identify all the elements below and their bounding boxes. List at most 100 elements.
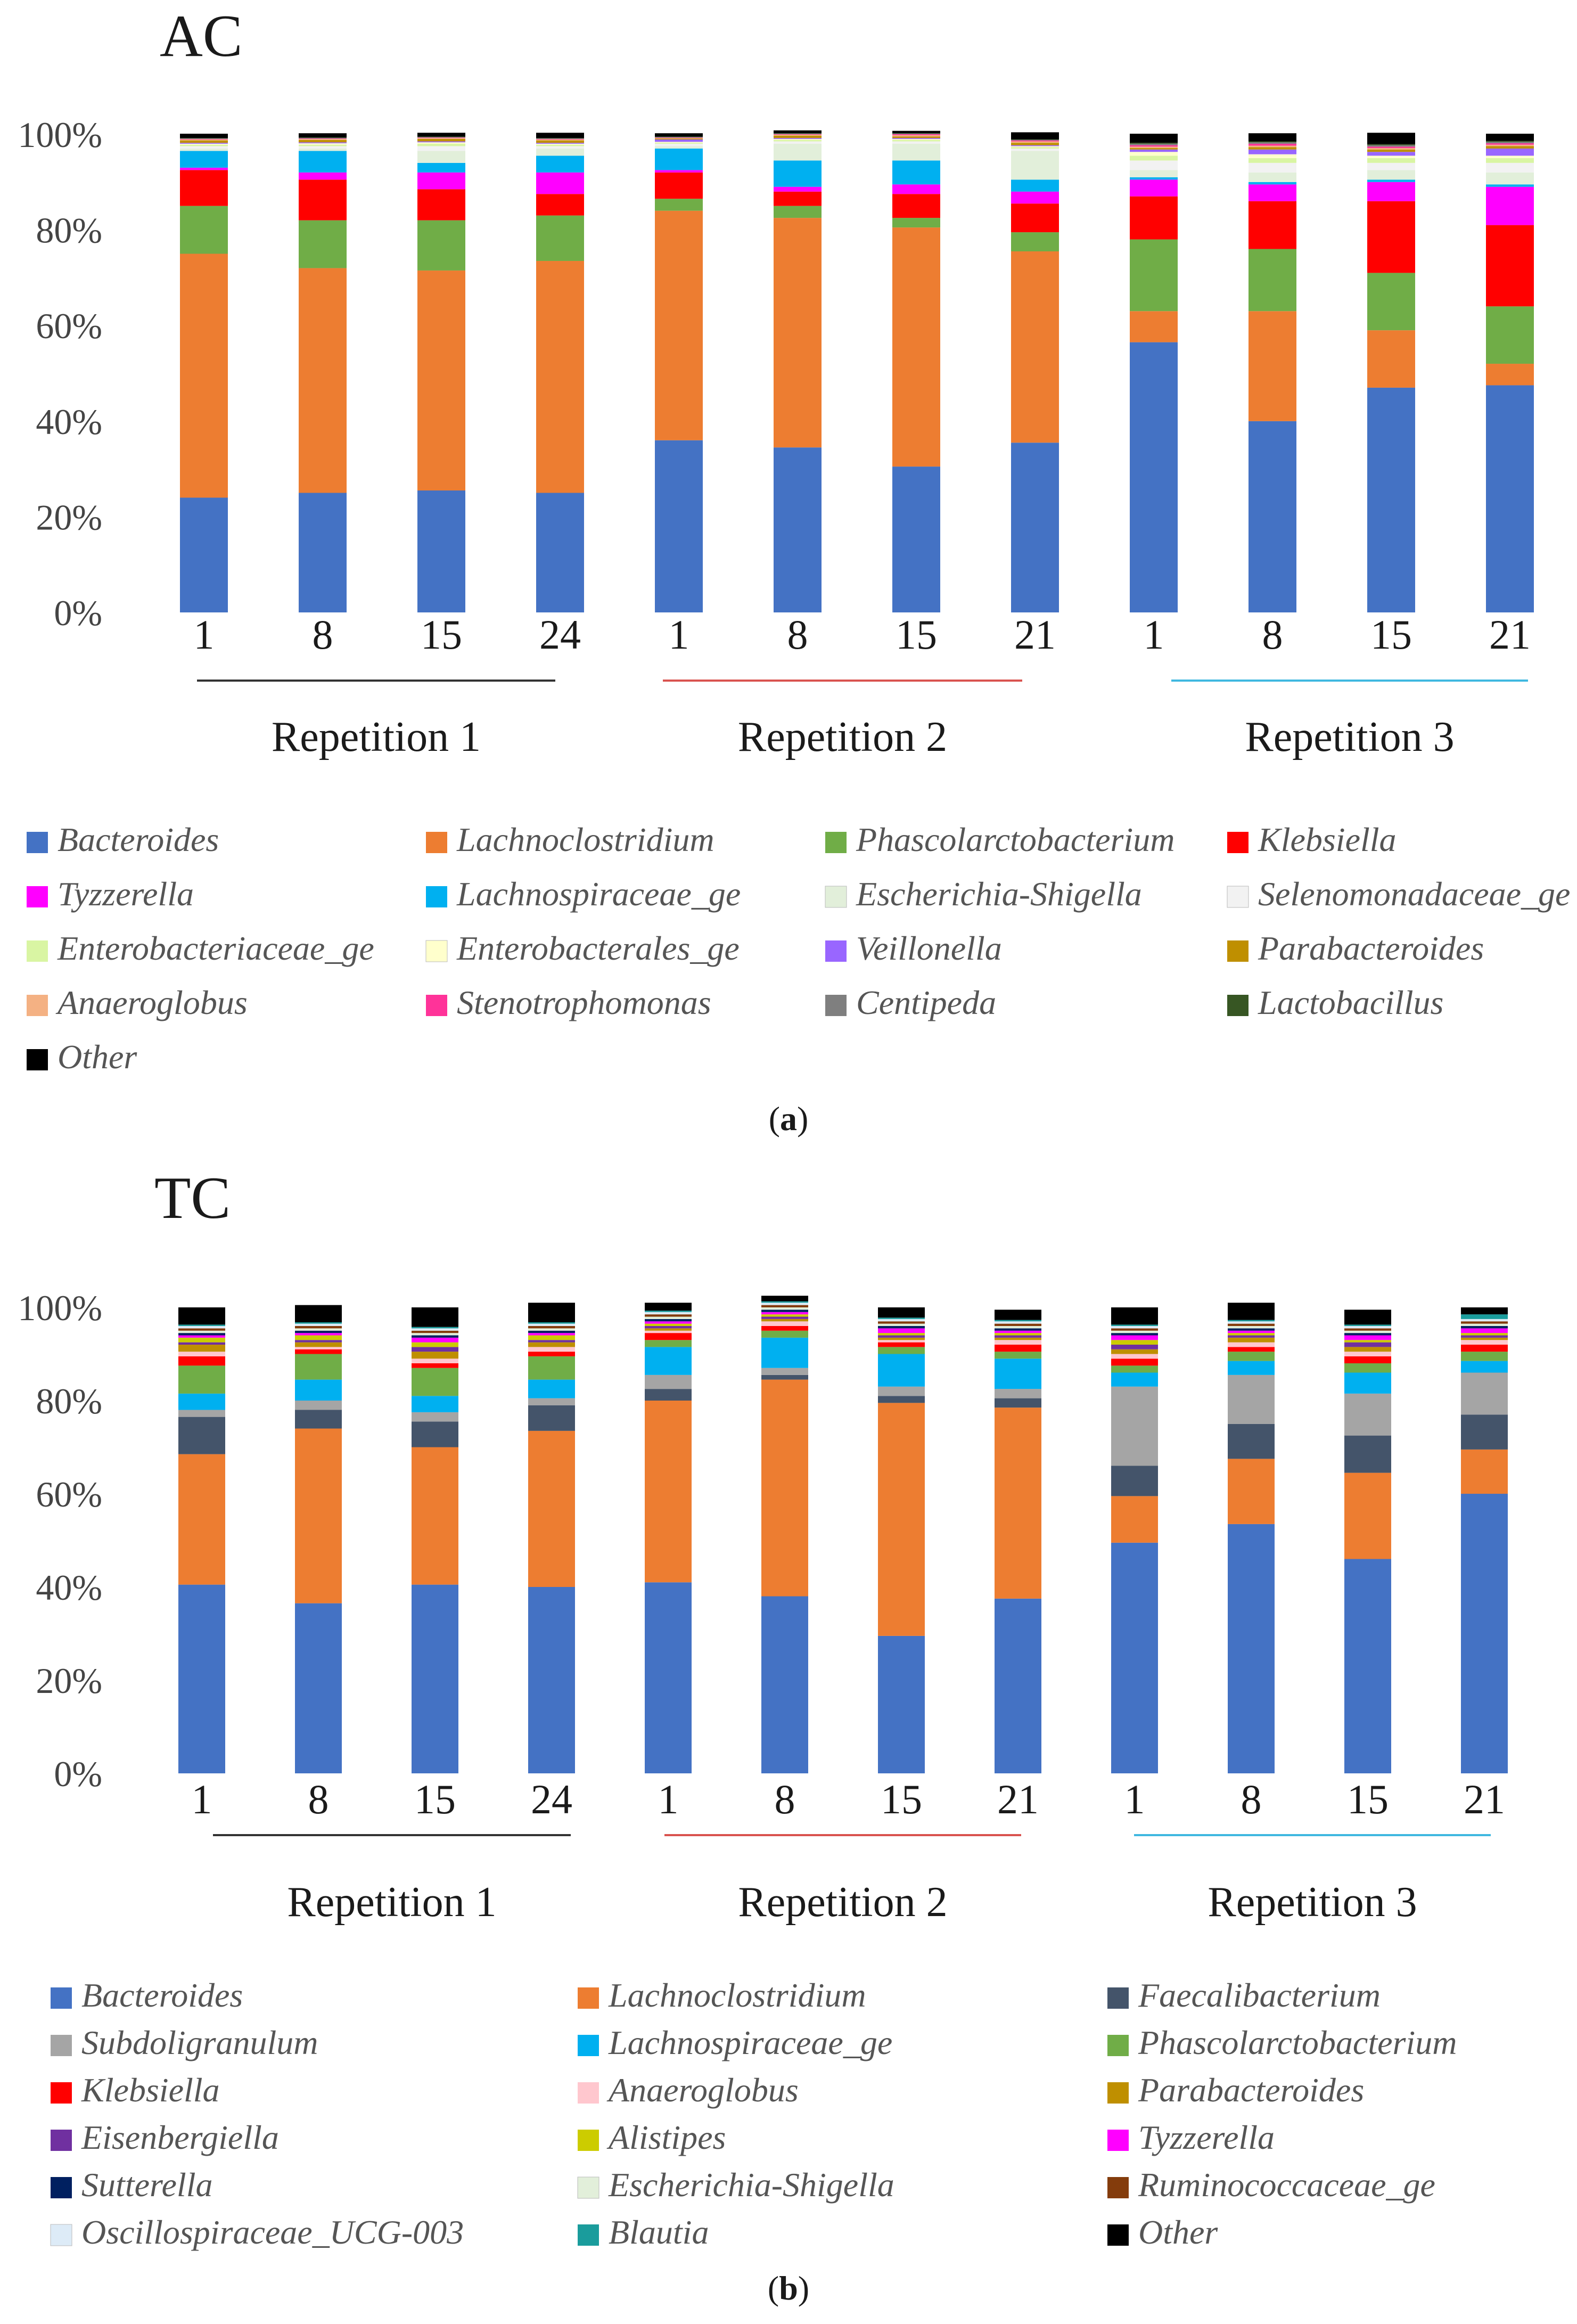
bar-segment-phascolarctobacterium [180, 206, 228, 254]
bar-segment-phascolarctobacterium [995, 1352, 1041, 1359]
bar-segment-parabacteroides [761, 1319, 808, 1322]
bar-segment-lactobacillus [655, 136, 703, 137]
bar-segment-bacteroides [655, 440, 703, 612]
bar-segment-phascolarctobacterium [1367, 273, 1415, 331]
legend-label: Escherichia-Shigella [856, 875, 1142, 913]
bar-segment-bacteroides [180, 497, 228, 612]
bar-segment-veillonella [299, 142, 347, 144]
legend-swatch [578, 2082, 599, 2104]
legend-label: Anaeroglobus [606, 2071, 799, 2109]
bar-segment-selenomonadaceae-ge [1486, 162, 1534, 173]
bar-segment-parabacteroides [892, 136, 940, 138]
bar-segment-blautia [528, 1322, 575, 1324]
bar-segment-ruminococcaceae-ge [178, 1328, 225, 1331]
bar-segment-escherichia-shigella [892, 143, 940, 161]
legend-label: Enterobacteriaceae_ge [57, 929, 374, 967]
bar-segment-veillonella [1130, 149, 1178, 152]
bar-segment-escherichia-shigella [655, 146, 703, 149]
bar-segment-tyzzerella [774, 186, 822, 192]
bar-segment-alistipes [295, 1335, 342, 1340]
bar-segment-parabacteroides [1011, 143, 1059, 145]
bar-segment-stenotrophomonas [1130, 145, 1178, 147]
bar-segment-sutterella [645, 1319, 692, 1322]
bar-segment-other [417, 133, 465, 137]
bar-segment-klebsiella [761, 1326, 808, 1331]
x-tick-label: 21 [1489, 611, 1531, 658]
bar-segment-stenotrophomonas [1249, 143, 1296, 146]
bar-segment-lactobacillus [1249, 141, 1296, 143]
caption-paren: ( [768, 2269, 779, 2307]
bar-segment-stenotrophomonas [1011, 140, 1059, 142]
bar-segment-lachnospiraceae-ge [1367, 179, 1415, 182]
bar-segment-ruminococcaceae-ge [761, 1305, 808, 1307]
y-tick-label: 0% [54, 593, 102, 633]
bar-segment-escherichia-shigella [1111, 1330, 1158, 1333]
bar-segment-ruminococcaceae-ge [1111, 1328, 1158, 1331]
legend-swatch [1107, 2177, 1129, 2198]
bar-segment-lachnospiraceae-ge [299, 151, 347, 173]
bar-segment-eisenbergiella [528, 1340, 575, 1343]
bar-segment-stenotrophomonas [299, 138, 347, 139]
bar-segment-lachnospiraceae-ge [417, 162, 465, 173]
bar-segment-klebsiella [1130, 196, 1178, 240]
bar-segment-lachnoclostridium [1367, 330, 1415, 388]
bar-segment-escherichia-shigella [645, 1316, 692, 1319]
legend-swatch [1107, 2224, 1129, 2246]
bar-segment-selenomonadaceae-ge [180, 146, 228, 149]
bar-segment-blautia [178, 1324, 225, 1326]
y-tick-label: 40% [36, 402, 102, 442]
legend-label: Tyzzerella [58, 875, 194, 913]
bar-segment-enterobacterales-ge [1130, 152, 1178, 156]
bar-segment-sutterella [995, 1328, 1041, 1331]
x-tick-label: 1 [1144, 611, 1164, 658]
x-tick-label: 1 [658, 1776, 679, 1822]
bar-segment-tyzzerella [761, 1312, 808, 1315]
bar-segment-lachnoclostridium [774, 218, 822, 448]
legend-label: Phascolarctobacterium [1138, 2024, 1457, 2061]
bar-segment-tyzzerella [892, 184, 940, 194]
legend-swatch [825, 940, 847, 962]
bar-segment-tyzzerella [536, 172, 584, 194]
bar-segment-subdoligranulum [412, 1412, 458, 1422]
bar-segment-lachnospiraceae-ge [1228, 1361, 1275, 1375]
bar-segment-parabacteroides [1461, 1337, 1508, 1340]
bar-segment-tyzzerella [1486, 186, 1534, 225]
bar-segment-escherichia-shigella [178, 1330, 225, 1333]
group-label: Repetition 2 [738, 1879, 947, 1926]
bar-segment-enterobacterales-ge [774, 138, 822, 140]
bar-segment-lachnoclostridium [995, 1408, 1041, 1599]
bar-segment-klebsiella [655, 172, 703, 199]
bar-segment-alistipes [1344, 1340, 1391, 1343]
bar-segment-parabacteroides [878, 1337, 925, 1340]
legend-swatch [51, 2082, 72, 2104]
legend-swatch [27, 886, 48, 907]
x-tick-label: 21 [997, 1776, 1039, 1822]
bar-segment-escherichia-shigella [1344, 1330, 1391, 1333]
bar-segment-subdoligranulum [528, 1398, 575, 1405]
bar-segment-stenotrophomonas [774, 134, 822, 135]
legend-label: Anaeroglobus [55, 984, 248, 1021]
bar-segment-anaeroglobus [412, 1359, 458, 1363]
bar-segment-enterobacteriaceae-ge [1011, 147, 1059, 149]
bar-segment-bacteroides [1461, 1494, 1508, 1773]
legend-swatch [1107, 2035, 1129, 2056]
bar-segment-phascolarctobacterium [1130, 239, 1178, 312]
bar-segment-parabacteroides [536, 140, 584, 143]
bar-segment-lachnospiraceae-ge [412, 1396, 458, 1412]
y-tick-label: 100% [18, 1288, 102, 1328]
legend-label: Veillonella [856, 929, 1002, 967]
bar-segment-phascolarctobacterium [761, 1330, 808, 1338]
bar-segment-enterobacteriaceae-ge [417, 143, 465, 146]
legend-swatch [1107, 2082, 1129, 2104]
legend-swatch [1107, 1987, 1129, 2009]
bar-segment-centipeda [180, 138, 228, 139]
legend-label: Bacteroides [58, 821, 219, 858]
bar-segment-phascolarctobacterium [178, 1365, 225, 1394]
bar-segment-subdoligranulum [178, 1410, 225, 1417]
bar-segment-other [1011, 132, 1059, 140]
bar-segment-anaeroglobus [995, 1340, 1041, 1345]
legend-label: Alistipes [606, 2118, 726, 2156]
bar-segment-parabacteroides [1486, 146, 1534, 149]
bar-segment-sutterella [528, 1330, 575, 1333]
